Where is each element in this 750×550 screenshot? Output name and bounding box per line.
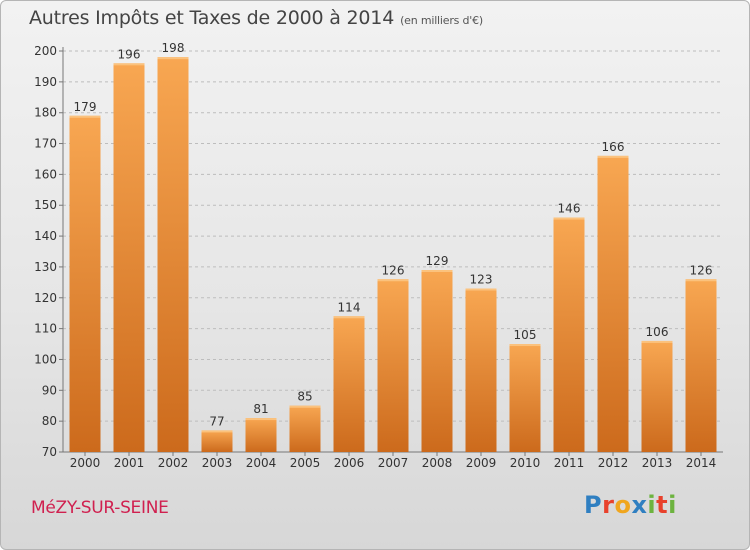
bar-top-edge <box>597 155 629 158</box>
data-labels: 179 196 198 77 81 85 114 126 129 123 105 146 166 106 1… <box>74 41 713 428</box>
y-tick-label: 100 <box>34 352 57 366</box>
bar-value-label: 129 <box>426 254 449 268</box>
bar-top-edge <box>333 316 365 319</box>
y-tick-label: 160 <box>34 167 57 181</box>
proxiti-logo[interactable]: Proxiti <box>584 491 677 519</box>
y-tick-label: 120 <box>34 291 57 305</box>
logo-letter: t <box>656 491 669 519</box>
y-tick-label: 170 <box>34 137 57 151</box>
bar-top-edge <box>465 288 497 291</box>
x-tick-label: 2011 <box>554 456 585 470</box>
bar-top-edge <box>69 115 101 118</box>
logo-letter: x <box>631 491 648 519</box>
x-tick-label: 2010 <box>510 456 541 470</box>
chart-title-unit: (en milliers d'€) <box>400 14 483 27</box>
city-name: MéZY-SUR-SEINE <box>31 498 169 518</box>
bar-top-edge <box>113 63 145 66</box>
bar <box>553 217 585 452</box>
bar-top-edge <box>245 418 277 421</box>
x-tick-label: 2004 <box>246 456 277 470</box>
bar <box>245 418 277 452</box>
bar-top-edge <box>685 279 717 282</box>
bar-value-label: 106 <box>646 325 669 339</box>
x-tick-label: 2005 <box>290 456 321 470</box>
x-tick-label: 2001 <box>114 456 145 470</box>
bar <box>509 344 541 452</box>
x-tick-label: 2012 <box>598 456 629 470</box>
bar-top-edge <box>509 344 541 347</box>
bar-value-label: 196 <box>118 47 141 61</box>
bar-value-label: 114 <box>338 300 361 314</box>
bar <box>685 279 717 452</box>
logo-letter: P <box>584 491 603 519</box>
logo-letter: r <box>602 491 615 519</box>
bar <box>289 405 321 452</box>
bar-value-label: 85 <box>297 390 312 404</box>
x-tick-label: 2008 <box>422 456 453 470</box>
chart-title-text: Autres Impôts et Taxes de 2000 à 2014 <box>29 7 395 29</box>
x-tick-label: 2009 <box>466 456 497 470</box>
y-tick-label: 190 <box>34 75 57 89</box>
bar-top-edge <box>201 430 233 433</box>
bar <box>201 430 233 452</box>
y-tick-label: 130 <box>34 260 57 274</box>
bar <box>69 115 101 453</box>
bar-top-edge <box>157 57 189 60</box>
y-tick-label: 110 <box>34 322 57 336</box>
y-tick-label: 200 <box>34 44 57 58</box>
bar <box>377 279 409 452</box>
y-tick-label: 140 <box>34 229 57 243</box>
bar <box>333 316 365 452</box>
bar-value-label: 81 <box>253 402 268 416</box>
bar-value-label: 105 <box>514 328 537 342</box>
bar-value-label: 126 <box>382 263 405 277</box>
bars <box>69 57 717 453</box>
bar-value-label: 77 <box>209 414 224 428</box>
x-tick-label: 2000 <box>70 456 101 470</box>
y-tick-label: 70 <box>42 445 57 459</box>
bar <box>157 57 189 453</box>
logo-letter: i <box>647 491 657 519</box>
x-tick-label: 2006 <box>334 456 365 470</box>
y-tick-label: 150 <box>34 198 57 212</box>
bar-value-label: 179 <box>74 100 97 114</box>
bar-value-label: 126 <box>690 263 713 277</box>
logo-letter: i <box>668 491 677 519</box>
y-tick-label: 90 <box>42 383 57 397</box>
chart-title: Autres Impôts et Taxes de 2000 à 2014 (en… <box>29 7 483 29</box>
bar-value-label: 166 <box>602 140 625 154</box>
x-tick-label: 2007 <box>378 456 409 470</box>
bar-top-edge <box>377 279 409 282</box>
bar-value-label: 198 <box>162 41 185 55</box>
bar <box>421 270 453 452</box>
bar-top-edge <box>641 340 673 343</box>
bar-top-edge <box>289 405 321 408</box>
bar <box>465 288 497 452</box>
x-tick-label: 2014 <box>686 456 717 470</box>
x-tick-label: 2003 <box>202 456 233 470</box>
logo-letter: o <box>614 491 632 519</box>
bar-value-label: 123 <box>470 273 493 287</box>
bar-top-edge <box>421 270 453 273</box>
y-tick-label: 80 <box>42 414 57 428</box>
bar <box>641 340 673 452</box>
bar-top-edge <box>553 217 585 220</box>
x-tick-label: 2002 <box>158 456 189 470</box>
y-tick-label: 180 <box>34 106 57 120</box>
bar-value-label: 146 <box>558 202 581 216</box>
bar <box>597 155 629 452</box>
x-tick-label: 2013 <box>642 456 673 470</box>
bar <box>113 63 145 452</box>
